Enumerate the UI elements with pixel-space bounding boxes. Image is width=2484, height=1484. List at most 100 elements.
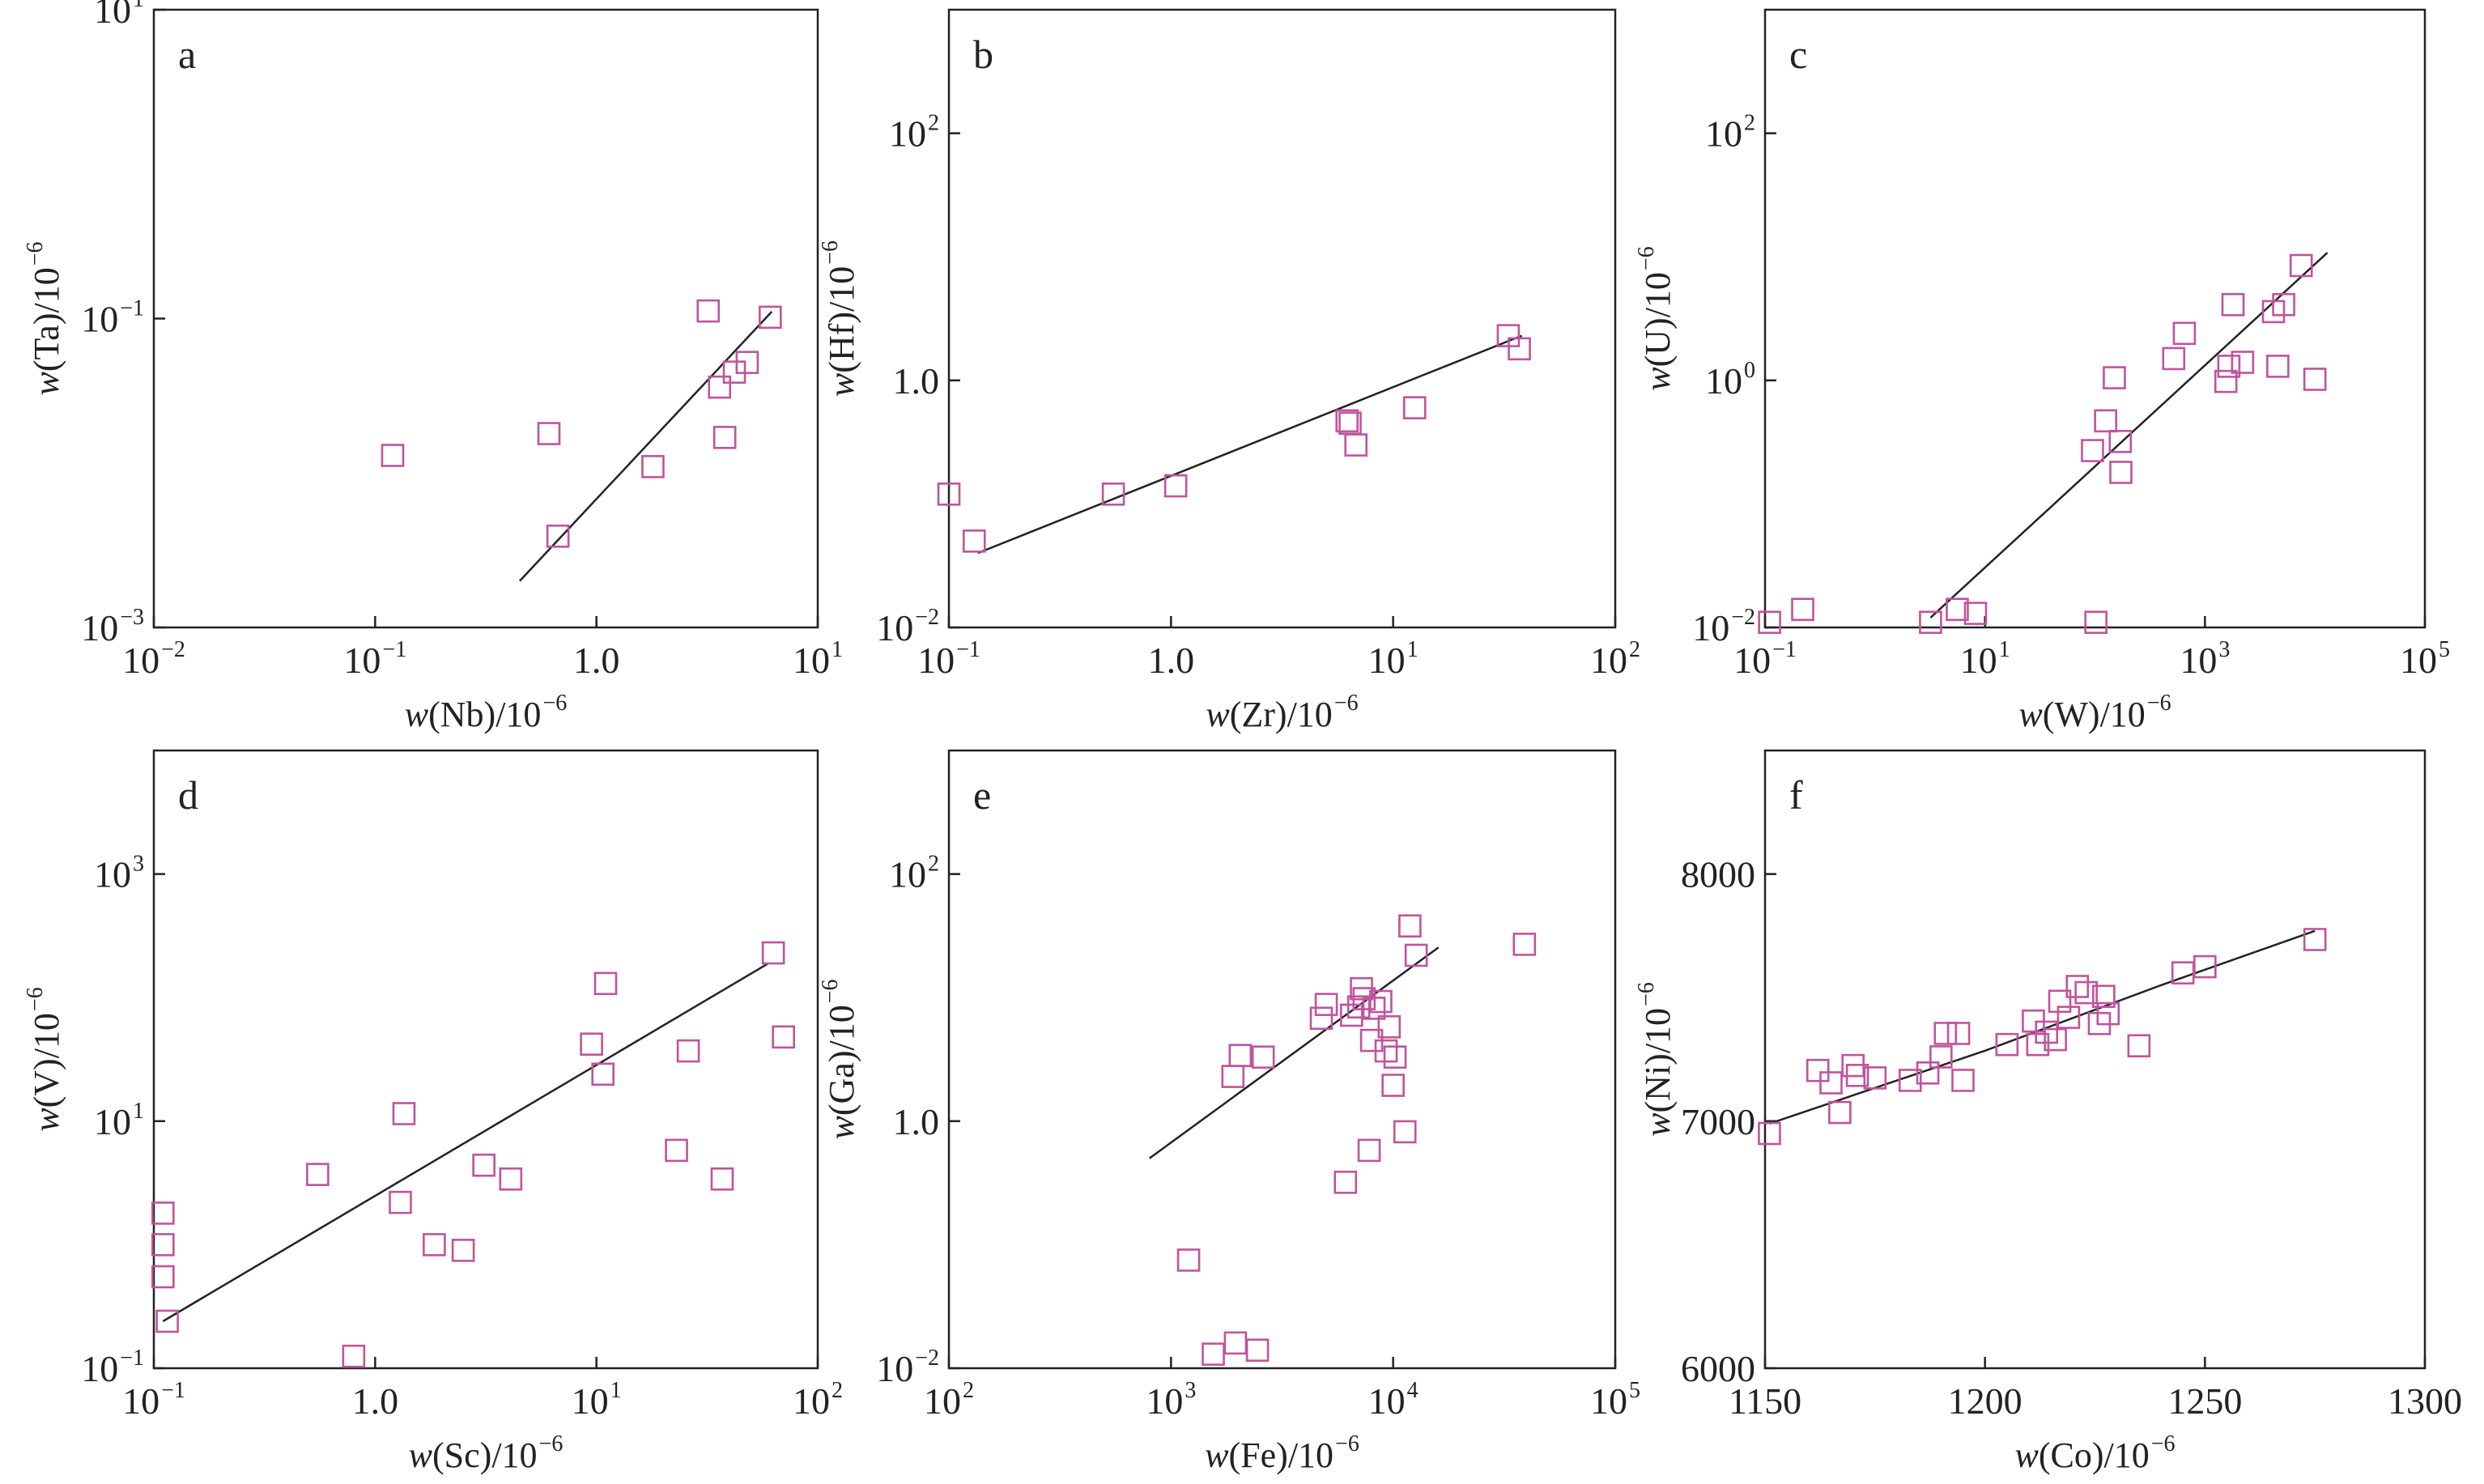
plot-frame <box>1763 749 2427 1370</box>
data-point <box>696 299 721 323</box>
data-point <box>1374 1039 1398 1063</box>
y-tick-label: 1.0 <box>893 360 940 402</box>
y-tick-label: 101 <box>94 0 144 31</box>
panel-letter: d <box>178 772 198 818</box>
data-point <box>2048 989 2072 1014</box>
data-point <box>1362 997 1386 1020</box>
data-point <box>151 1201 175 1225</box>
x-tick-label: 101 <box>572 1378 622 1422</box>
data-point <box>1791 597 1814 622</box>
data-point <box>1314 993 1338 1016</box>
data-point <box>1357 1138 1381 1163</box>
data-point <box>2081 439 2104 462</box>
x-axis-label: w(Sc)/10−6 <box>409 1431 564 1475</box>
panel-d: d 10−1 1.0 101 102 10−1 101 103 w(Sc)/10−6 w(V)/1… <box>23 749 843 1475</box>
fit-line <box>977 334 1523 555</box>
y-tick-label: 10−2 <box>876 1346 939 1389</box>
data-point <box>1251 1045 1275 1069</box>
data-point <box>1377 1015 1402 1039</box>
data-point <box>451 1239 475 1262</box>
data-point <box>712 425 737 449</box>
data-point <box>1245 1338 1270 1363</box>
fit-line <box>1148 946 1440 1159</box>
data-point <box>2074 980 2098 1005</box>
data-point <box>1223 1331 1248 1355</box>
data-point <box>2214 369 2238 393</box>
data-point <box>1402 396 1427 419</box>
data-point <box>2221 292 2245 317</box>
data-point <box>937 483 961 506</box>
data-point <box>151 1265 175 1289</box>
y-tick-label: 10−1 <box>81 296 144 340</box>
data-point <box>2026 1032 2050 1057</box>
x-axis-label: w(Nb)/10−6 <box>405 691 567 734</box>
plot-frame <box>947 749 1617 1370</box>
data-point <box>2217 355 2241 378</box>
x-axis-label: w(Zr)/10−6 <box>1206 691 1358 734</box>
data-point <box>342 1344 366 1368</box>
data-point <box>1381 1074 1405 1097</box>
data-point <box>708 375 732 399</box>
data-point <box>2272 292 2295 317</box>
y-tick-label: 6000 <box>1681 1348 1755 1389</box>
data-point <box>2044 1027 2067 1052</box>
data-point <box>641 455 665 478</box>
data-point <box>2084 610 2108 634</box>
x-tick-label: 102 <box>924 1378 974 1422</box>
x-tick-label: 103 <box>2180 637 2230 681</box>
data-point <box>1845 1064 1869 1087</box>
x-tick-label: 1.0 <box>352 1380 399 1422</box>
data-point <box>735 351 759 374</box>
fit-line <box>518 311 773 582</box>
x-tick-label: 10−1 <box>343 637 406 681</box>
y-axis-label: w(Ta)/10−6 <box>23 241 66 395</box>
data-point <box>1202 1342 1225 1366</box>
data-point <box>151 1233 175 1257</box>
data-point <box>761 941 785 965</box>
data-point <box>1899 1069 1922 1092</box>
data-point <box>381 444 405 467</box>
data-point <box>772 1025 795 1049</box>
data-point <box>155 1309 179 1333</box>
y-tick-label: 101 <box>94 1099 144 1142</box>
x-tick-label: 1250 <box>2167 1380 2242 1422</box>
data-point <box>2303 928 2327 951</box>
y-tick-label: 103 <box>94 852 144 895</box>
data-point <box>676 1039 700 1063</box>
data-point <box>1393 1120 1417 1144</box>
x-tick-label: 101 <box>1368 637 1419 681</box>
data-point <box>1176 1248 1201 1272</box>
data-point <box>1919 610 1942 634</box>
data-point <box>1863 1066 1887 1090</box>
data-point <box>2103 366 2126 389</box>
data-point <box>389 1190 412 1214</box>
data-point <box>2162 347 2186 371</box>
plot-frame <box>947 8 1617 629</box>
data-point <box>2094 409 2117 433</box>
panel-letter: a <box>178 32 196 77</box>
data-point <box>2096 1001 2120 1026</box>
data-point <box>1951 1069 1975 1092</box>
panel-letter: e <box>973 772 991 818</box>
data-point <box>665 1138 688 1163</box>
fit-line <box>1929 252 2329 619</box>
data-point <box>1383 1045 1407 1069</box>
y-tick-label: 10−2 <box>876 605 939 648</box>
fit-line <box>1768 929 2316 1125</box>
plot-frame <box>1763 8 2427 629</box>
x-tick-label: 1150 <box>1729 1380 1801 1422</box>
x-tick-label: 10−1 <box>122 1378 185 1422</box>
data-point <box>1758 610 1781 634</box>
y-tick-label: 10−2 <box>1692 605 1755 648</box>
data-point <box>1946 597 1969 622</box>
panel-a: a 10−2 10−1 1.0 101 10−3 10−1 101 w(Nb)/10−6 w(Ta… <box>23 0 843 734</box>
data-point <box>1929 1045 1953 1069</box>
y-tick-label: 8000 <box>1681 854 1755 895</box>
data-point <box>546 524 570 548</box>
data-point <box>1101 483 1125 506</box>
panel-letter: c <box>1789 32 1807 77</box>
x-tick-label: 103 <box>1146 1378 1196 1422</box>
data-point <box>1163 474 1188 498</box>
data-point <box>2266 355 2290 378</box>
y-axis-label: w(Ni)/10−6 <box>1634 982 1678 1137</box>
